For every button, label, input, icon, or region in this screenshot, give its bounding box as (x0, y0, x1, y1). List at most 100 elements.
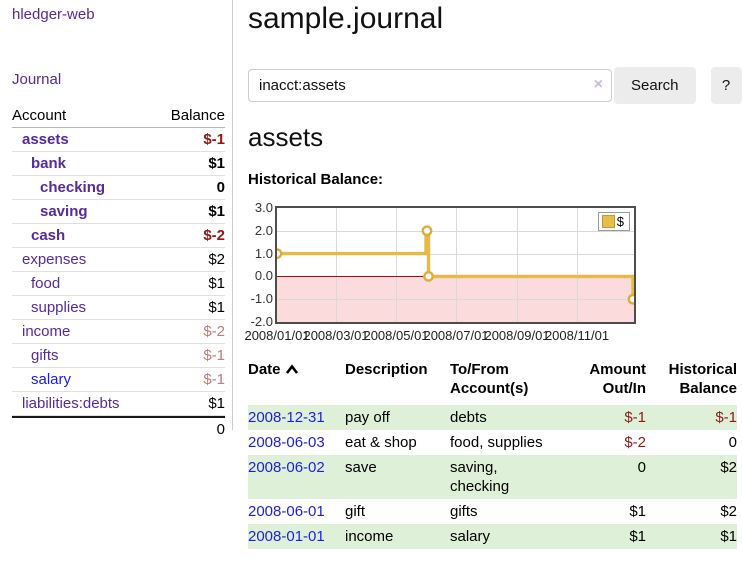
legend-label: $ (616, 214, 624, 229)
account-balance: $-2 (203, 323, 225, 340)
historical-balance-chart: 3.0 2.0 1.0 0.0 -1.0 -2.0 (244, 200, 668, 351)
account-total-row: 0 (12, 416, 225, 441)
y-tick: 1.0 (254, 246, 273, 261)
description-header: Description (345, 361, 428, 378)
account-balance: $1 (208, 155, 225, 172)
account-row-income: income $-2 (12, 320, 225, 344)
account-link[interactable]: cash (31, 227, 66, 244)
transaction-balance: $2 (720, 459, 737, 476)
search-bar: × Search ? (248, 67, 742, 104)
clear-search-icon[interactable]: × (593, 76, 603, 93)
account-row-saving: saving $1 (12, 200, 225, 224)
page-title: sample.journal (248, 2, 444, 35)
register-row: 2008-06-01 gift gifts $1 $2 (248, 499, 737, 524)
column-account: Account (12, 107, 67, 124)
x-tick: 2008/09/01 (484, 328, 550, 343)
register-row: 2008-06-03 eat & shop food, supplies $-2… (248, 430, 737, 455)
account-link[interactable]: gifts (31, 347, 59, 364)
search-box: × (248, 69, 612, 102)
x-tick: 2008/07/01 (423, 328, 489, 343)
account-row-food: food $1 (12, 272, 225, 296)
column-balance: Balance (170, 107, 225, 124)
account-row-checking: checking 0 (12, 176, 225, 200)
account-row-liabilities-debts: liabilities:debts $1 (12, 392, 225, 416)
transaction-amount: $-1 (624, 409, 646, 426)
transaction-accounts: debts (450, 409, 487, 426)
account-balance: $1 (208, 203, 225, 220)
legend-swatch-icon (601, 215, 615, 228)
help-button[interactable]: ? (710, 67, 742, 104)
register-row: 2008-06-02 save saving, checking 0 $2 (248, 455, 737, 499)
transaction-date-link[interactable]: 2008-06-01 (248, 503, 325, 520)
sidebar: hledger-web Journal Account Balance asse… (0, 0, 233, 438)
gridline (456, 208, 457, 322)
balance-header: Historical Balance (668, 361, 737, 397)
account-total-value: 0 (216, 421, 225, 438)
sort-by-date-header[interactable]: Date (248, 360, 345, 405)
account-balance: $1 (208, 275, 225, 292)
sort-ascending-icon (285, 364, 298, 374)
accounts-header: To/From Account(s) (450, 361, 529, 397)
data-point-marker (277, 248, 283, 259)
search-input[interactable] (248, 69, 612, 102)
account-balance: $-1 (203, 371, 225, 388)
search-button[interactable]: Search (614, 67, 696, 104)
balance-series-line (277, 225, 634, 305)
account-link[interactable]: assets (22, 131, 69, 148)
account-row-gifts: gifts $-1 (12, 344, 225, 368)
nav-journal-link[interactable]: Journal (12, 71, 62, 88)
account-balance: $-1 (203, 347, 225, 364)
transaction-description: income (345, 528, 394, 545)
account-link[interactable]: salary (31, 371, 72, 388)
account-balance: 0 (216, 179, 225, 196)
account-row-expenses: expenses $2 (12, 248, 225, 272)
main-content: sample.journal × Search ? assets Histori… (244, 0, 742, 582)
account-row-salary: salary $-1 (12, 368, 225, 392)
amount-header: Amount Out/In (589, 361, 646, 397)
transaction-date-link[interactable]: 2008-01-01 (248, 528, 325, 545)
x-tick: 2008/11/01 (544, 328, 610, 343)
account-link[interactable]: liabilities:debts (22, 395, 120, 412)
account-link[interactable]: income (22, 323, 71, 340)
account-link[interactable]: saving (40, 203, 88, 220)
data-point-marker (423, 271, 434, 282)
data-point-marker (627, 293, 634, 305)
transaction-accounts: saving, checking (450, 459, 510, 495)
transaction-balance: $1 (720, 528, 737, 545)
chart-plot-area: $ (275, 206, 636, 324)
transaction-date-link[interactable]: 2008-06-03 (248, 434, 325, 451)
gridline (396, 208, 397, 322)
gridline (517, 208, 518, 322)
transaction-amount: $1 (629, 503, 646, 520)
gridline (336, 208, 337, 322)
register-row: 2008-01-01 income salary $1 $1 (248, 524, 737, 549)
account-balance: $-1 (203, 131, 225, 148)
transaction-description: gift (345, 503, 366, 520)
account-row-supplies: supplies $1 (12, 296, 225, 320)
transaction-description: eat & shop (345, 434, 417, 451)
transaction-accounts: food, supplies (450, 434, 543, 451)
account-row-assets: assets $-1 (12, 128, 225, 152)
y-tick: 3.0 (254, 200, 273, 215)
y-tick: 0.0 (254, 268, 273, 283)
app-brand-link[interactable]: hledger-web (12, 6, 95, 23)
transaction-accounts: salary (450, 528, 491, 545)
x-tick: 2008/03/01 (303, 328, 369, 343)
account-link[interactable]: bank (31, 155, 67, 172)
transaction-date-link[interactable]: 2008-06-02 (248, 459, 325, 476)
transaction-accounts: gifts (450, 503, 478, 520)
y-tick: -2.0 (250, 314, 273, 329)
register-row: 2008-12-31 pay off debts $-1 $-1 (248, 405, 737, 430)
account-balance: $1 (208, 299, 225, 316)
account-link[interactable]: food (31, 275, 61, 292)
account-link[interactable]: expenses (22, 251, 87, 268)
y-tick: 2.0 (254, 223, 273, 238)
account-link[interactable]: supplies (31, 299, 87, 316)
account-link[interactable]: checking (40, 179, 106, 196)
y-tick: -1.0 (250, 291, 273, 306)
transaction-balance: 0 (728, 434, 737, 451)
chart-legend: $ (597, 212, 630, 231)
transaction-amount: $-2 (624, 434, 646, 451)
gridline (277, 254, 634, 255)
transaction-date-link[interactable]: 2008-12-31 (248, 409, 325, 426)
